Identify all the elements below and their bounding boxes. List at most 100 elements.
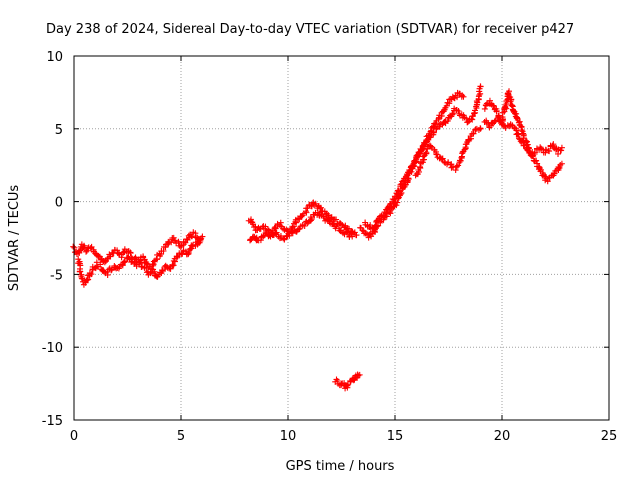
data-point [167,265,174,272]
data-point [199,233,206,240]
data-point [185,249,192,256]
data-point [349,233,356,240]
data-point [314,209,321,216]
data-point [362,230,369,237]
data-point [546,148,553,155]
data-point [551,170,558,177]
data-point [114,247,121,254]
plot-frame [73,55,610,421]
data-point [97,261,104,268]
data-point [558,147,565,154]
data-points [70,83,565,392]
data-point [455,108,462,115]
grid [74,56,609,420]
data-point [503,105,510,112]
data-point [372,222,379,229]
data-point [441,118,448,125]
data-point [308,215,315,222]
data-point [399,178,406,185]
data-point [337,220,344,227]
y-tick-label: -10 [42,341,63,356]
data-point [416,163,423,170]
data-point [150,258,157,265]
data-point [427,128,434,135]
data-point [70,243,77,250]
data-point [509,102,516,109]
data-point [477,83,484,90]
data-point [558,160,565,167]
y-tick-label: 0 [55,196,63,211]
data-point [452,167,459,174]
chart-title: Day 238 of 2024, Sidereal Day-to-day VTE… [46,22,574,37]
data-point [470,130,477,137]
data-point [433,151,440,158]
data-point [460,93,467,100]
data-point [345,229,352,236]
x-axis-label: GPS time / hours [286,459,395,474]
data-point [421,156,427,163]
data-point [95,252,102,259]
data-point [277,219,284,226]
data-point [544,178,551,185]
data-point [104,255,111,262]
data-point [430,129,437,136]
data-point [333,216,340,223]
x-tick-label: 25 [601,429,618,444]
data-point [427,143,434,150]
data-point [532,157,539,164]
y-tick-label: 10 [46,50,63,65]
data-point [449,110,456,117]
y-tick-label: -15 [42,414,63,429]
data-point [283,233,290,240]
data-point [371,223,378,230]
data-point [88,271,95,278]
data-point [344,228,351,235]
data-point [359,227,366,234]
axis-ticks [73,55,610,421]
data-point [453,163,460,170]
data-point [514,130,521,137]
data-point [423,149,430,156]
y-axis-label: SDTVAR / TECUs [7,185,22,292]
data-point [108,267,115,274]
data-point [119,262,126,269]
data-point [172,237,179,244]
data-point [395,187,402,194]
data-point [175,239,182,246]
x-tick-label: 5 [177,429,185,444]
data-point [556,164,563,171]
y-tick-label: 5 [55,123,63,138]
data-point [355,372,362,379]
data-point [107,253,114,260]
data-point [177,243,184,250]
data-point [390,196,397,203]
data-point [356,371,363,378]
data-point [419,142,426,149]
data-point [439,155,446,162]
data-point [515,131,522,138]
data-point [272,230,279,237]
x-tick-label: 0 [70,429,78,444]
data-point [503,100,510,107]
x-tick-label: 10 [280,429,297,444]
data-point [518,127,525,134]
data-point [468,115,475,122]
x-tick-label: 20 [494,429,511,444]
y-tick-label: -5 [50,268,63,283]
data-point [127,250,134,257]
x-tick-labels: 0 5 10 15 20 25 [70,429,617,444]
data-point [463,115,470,122]
data-point [550,141,557,148]
data-point [159,267,166,274]
data-point [394,199,401,206]
data-point [189,233,196,240]
data-point [505,93,512,100]
data-point [458,155,465,162]
data-point [404,172,411,179]
data-point [493,108,500,115]
data-point [159,268,166,275]
data-point [481,105,488,112]
x-tick-label: 15 [387,429,404,444]
data-point [197,237,204,244]
